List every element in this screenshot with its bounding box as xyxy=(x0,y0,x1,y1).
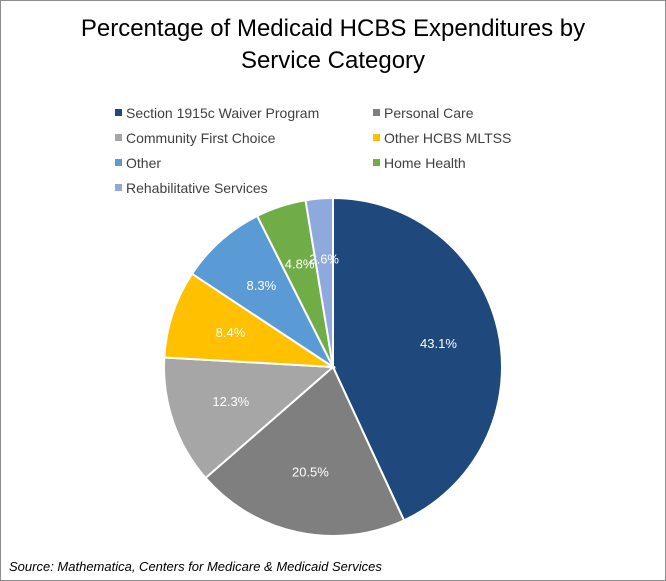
data-label-home-health: 4.8% xyxy=(285,256,315,271)
source-note: Source: Mathematica, Centers for Medicar… xyxy=(9,559,382,574)
legend-label-section-1915c-waiver-program: Section 1915c Waiver Program xyxy=(126,104,320,121)
legend-item-other: Other xyxy=(115,153,373,172)
legend-item-home-health: Home Health xyxy=(373,153,613,172)
legend-swatch-other-hcbs-mltss xyxy=(373,134,380,141)
data-label-personal-care: 20.5% xyxy=(292,465,329,480)
chart-title: Percentage of Medicaid HCBS Expenditures… xyxy=(1,13,665,77)
legend-item-personal-care: Personal Care xyxy=(373,103,613,122)
legend-label-other: Other xyxy=(126,154,162,171)
legend-label-other-hcbs-mltss: Other HCBS MLTSS xyxy=(384,129,512,146)
data-label-other-hcbs-mltss: 8.4% xyxy=(216,325,246,340)
chart-legend: Section 1915c Waiver Program Personal Car… xyxy=(115,103,635,197)
legend-swatch-community-first-choice xyxy=(115,134,122,141)
legend-item-rehabilitative-services: Rehabilitative Services xyxy=(115,178,373,197)
legend-item-other-hcbs-mltss: Other HCBS MLTSS xyxy=(373,128,613,147)
pie-slice-rehabilitative-services xyxy=(304,196,334,368)
legend-label-home-health: Home Health xyxy=(384,154,466,171)
chart-title-line-1: Percentage of Medicaid HCBS Expenditures… xyxy=(80,15,586,42)
data-label-other: 8.3% xyxy=(247,278,277,293)
pie-slice-section-1915c-waiver-program xyxy=(332,196,503,522)
pie-slice-community-first-choice xyxy=(163,356,336,480)
pie-slice-other xyxy=(190,214,336,370)
chart-title-line-2: Service Category xyxy=(240,47,426,74)
legend-swatch-other xyxy=(115,159,122,166)
legend-label-rehabilitative-services: Rehabilitative Services xyxy=(126,179,268,196)
legend-swatch-home-health xyxy=(373,159,380,166)
legend-item-community-first-choice: Community First Choice xyxy=(115,128,373,147)
legend-item-section-1915c-waiver-program: Section 1915c Waiver Program xyxy=(115,103,373,122)
data-label-community-first-choice: 12.3% xyxy=(212,394,249,409)
legend-label-personal-care: Personal Care xyxy=(384,104,474,121)
legend-swatch-rehabilitative-services xyxy=(115,184,122,191)
data-label-section-1915c-waiver-program: 43.1% xyxy=(420,336,457,351)
data-label-rehabilitative-services: 2.6% xyxy=(309,251,339,266)
legend-swatch-section-1915c-waiver-program xyxy=(115,109,122,116)
legend-swatch-personal-care xyxy=(373,109,380,116)
legend-label-community-first-choice: Community First Choice xyxy=(126,129,276,146)
pie-slice-personal-care xyxy=(204,365,406,537)
pie-slice-other-hcbs-mltss xyxy=(163,272,337,369)
